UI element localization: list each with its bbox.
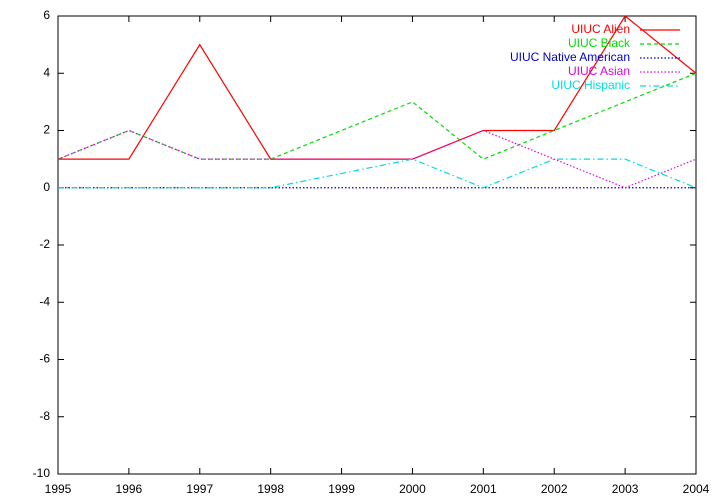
series-line: [57, 129, 697, 189]
x-tick-label: 2000: [399, 482, 426, 496]
legend-label: UIUC Native American: [510, 50, 630, 64]
x-tick-label: 1998: [257, 482, 284, 496]
x-tick-label: 1999: [328, 482, 355, 496]
y-tick-label: -4: [39, 294, 50, 308]
plot-frame: [57, 15, 697, 475]
series-line: [57, 72, 697, 160]
x-tick-label: 2003: [612, 482, 639, 496]
x-tick-label: 2002: [541, 482, 568, 496]
series-line: [58, 158, 697, 189]
x-tick-label: 1997: [186, 482, 213, 496]
legend-label: UIUC Asian: [568, 64, 630, 78]
y-tick-label: -2: [39, 237, 50, 251]
x-tick-label: 2001: [470, 482, 497, 496]
legend-label: UIUC Alien: [571, 22, 630, 36]
x-tick-label: 1996: [116, 482, 143, 496]
legend-label: UIUC Hispanic: [551, 78, 630, 92]
x-tick-label: 2004: [683, 482, 710, 496]
y-tick-label: 4: [43, 65, 50, 79]
x-tick-label: 1995: [45, 482, 72, 496]
legend-label: UIUC Black: [568, 36, 631, 50]
y-tick-label: 0: [43, 180, 50, 194]
y-tick-label: 6: [43, 8, 50, 22]
y-tick-label: -10: [33, 466, 51, 480]
y-tick-label: -8: [39, 409, 50, 423]
y-tick-label: -6: [39, 352, 50, 366]
y-tick-label: 2: [43, 123, 50, 137]
